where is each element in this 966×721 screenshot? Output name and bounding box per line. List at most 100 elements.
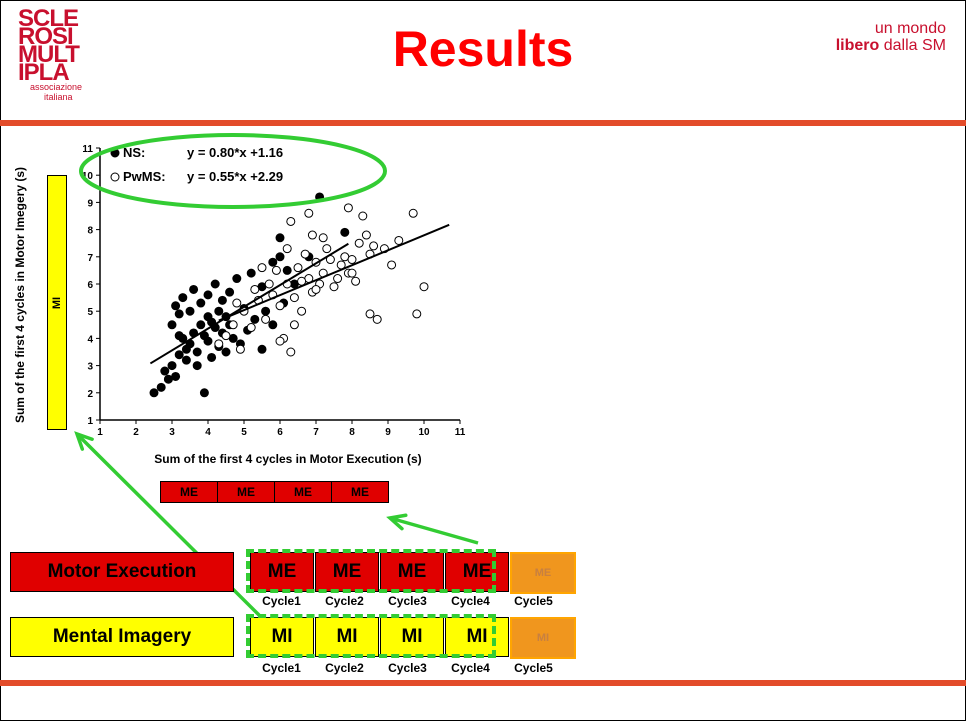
y-tick-label: 4 bbox=[87, 334, 93, 345]
x-tick-label: 3 bbox=[169, 427, 175, 438]
pwms-point bbox=[261, 314, 271, 324]
ns-point bbox=[196, 320, 206, 330]
pwms-point bbox=[246, 323, 256, 333]
pwms-point bbox=[228, 320, 238, 330]
ns-point bbox=[210, 279, 220, 289]
cycle-label: Cycle4 bbox=[451, 594, 490, 608]
y-tick-label: 5 bbox=[87, 307, 93, 318]
tagline-line-1: un mondo bbox=[874, 20, 946, 37]
mi-selection-box bbox=[246, 614, 496, 658]
ns-point bbox=[203, 290, 213, 300]
ns-point bbox=[181, 355, 191, 365]
pwms-point bbox=[329, 282, 339, 292]
ns-point bbox=[282, 265, 292, 275]
motor-execution-label: Motor Execution bbox=[10, 552, 234, 592]
pwms-point bbox=[232, 298, 242, 308]
pwms-point bbox=[286, 347, 296, 357]
pwms-point bbox=[351, 276, 361, 286]
pwms-point bbox=[307, 230, 317, 240]
pwms-point bbox=[264, 279, 274, 289]
mi-arrow-head bbox=[74, 431, 94, 451]
legend-equation: y = 0.80*x +1.16 bbox=[187, 145, 283, 160]
pwms-point bbox=[289, 293, 299, 303]
mi-column-label: MI bbox=[51, 296, 63, 309]
pwms-point bbox=[412, 309, 422, 319]
mental-imagery-label: Mental Imagery bbox=[10, 617, 234, 657]
x-tick-label: 9 bbox=[385, 427, 391, 438]
me-strip-cell: ME bbox=[332, 482, 388, 502]
ns-point bbox=[160, 366, 170, 376]
ns-point bbox=[261, 306, 271, 316]
pwms-point bbox=[275, 301, 285, 311]
pwms-point bbox=[304, 208, 314, 218]
ns-point bbox=[217, 295, 227, 305]
cycle-label: Cycle3 bbox=[388, 594, 427, 608]
pwms-point bbox=[311, 284, 321, 294]
me-cell-ghost: ME bbox=[510, 552, 576, 594]
ns-point bbox=[203, 336, 213, 346]
pwms-point bbox=[235, 344, 245, 354]
y-axis-label: Sum of the first 4 cycles in Motor Imege… bbox=[13, 167, 27, 423]
cycle-label: Cycle5 bbox=[514, 594, 553, 608]
pwms-point bbox=[257, 263, 267, 273]
pwms-point bbox=[358, 211, 368, 221]
cycle-label: Cycle2 bbox=[325, 661, 364, 675]
pwms-point bbox=[419, 282, 429, 292]
ns-point bbox=[196, 298, 206, 308]
pwms-point bbox=[286, 216, 296, 226]
ns-point bbox=[178, 293, 188, 303]
logo-line-1: SCLE bbox=[18, 5, 79, 32]
x-tick-label: 6 bbox=[277, 427, 283, 438]
ns-point bbox=[257, 344, 267, 354]
ns-point bbox=[167, 320, 177, 330]
slide-title: Results bbox=[392, 21, 574, 77]
cycle-label: Cycle2 bbox=[325, 594, 364, 608]
ns-point bbox=[189, 284, 199, 294]
logo-line-2: ROSI bbox=[18, 23, 74, 50]
x-axis-label: Sum of the first 4 cycles in Motor Execu… bbox=[154, 452, 421, 466]
mi-cell-ghost: MI bbox=[510, 617, 576, 659]
cycle-label: Cycle4 bbox=[451, 661, 490, 675]
legend-highlight-ellipse bbox=[79, 133, 387, 209]
mi-cycle-labels: Cycle1 Cycle2 Cycle3 Cycle4 Cycle5 bbox=[250, 661, 565, 675]
motor-execution-cells: ME ME ME ME ME bbox=[250, 552, 577, 594]
ns-point bbox=[246, 268, 256, 278]
pwms-point bbox=[214, 339, 224, 349]
pwms-point bbox=[293, 263, 303, 273]
y-tick-label: 3 bbox=[87, 362, 93, 373]
bottom-divider bbox=[0, 680, 966, 686]
ns-point bbox=[174, 309, 184, 319]
ns-point bbox=[340, 227, 350, 237]
me-strip-cell: ME bbox=[161, 482, 218, 502]
x-tick-label: 4 bbox=[205, 427, 211, 438]
logo-sub-1: associazione bbox=[30, 82, 83, 92]
x-tick-label: 11 bbox=[455, 427, 466, 438]
top-divider bbox=[0, 120, 966, 126]
logo-line-3: MULT bbox=[18, 41, 80, 68]
pwms-point bbox=[333, 274, 343, 284]
tagline-bold: libero bbox=[835, 37, 880, 54]
ns-point bbox=[167, 361, 177, 371]
x-tick-label: 5 bbox=[241, 427, 247, 438]
ns-point bbox=[171, 371, 181, 381]
y-tick-label: 7 bbox=[87, 253, 93, 264]
ns-regression-line bbox=[149, 242, 349, 365]
pwms-point bbox=[221, 331, 231, 341]
pwms-point bbox=[275, 336, 285, 346]
pwms-point bbox=[365, 309, 375, 319]
y-tick-label: 6 bbox=[87, 280, 93, 291]
ns-point bbox=[149, 388, 159, 398]
ns-point bbox=[275, 233, 285, 243]
y-tick-label: 8 bbox=[87, 226, 93, 237]
pwms-point bbox=[372, 314, 382, 324]
legend-name: NS: bbox=[123, 145, 145, 160]
ns-point bbox=[174, 350, 184, 360]
pwms-point bbox=[408, 208, 418, 218]
ns-point bbox=[275, 252, 285, 262]
pwms-regression-line bbox=[218, 223, 450, 322]
mi-cell: MI bbox=[250, 617, 314, 657]
logo-sub-2: italiana bbox=[44, 92, 73, 102]
me-selection-box bbox=[246, 549, 496, 593]
y-tick-label: 11 bbox=[82, 144, 93, 155]
ns-point bbox=[250, 314, 260, 324]
